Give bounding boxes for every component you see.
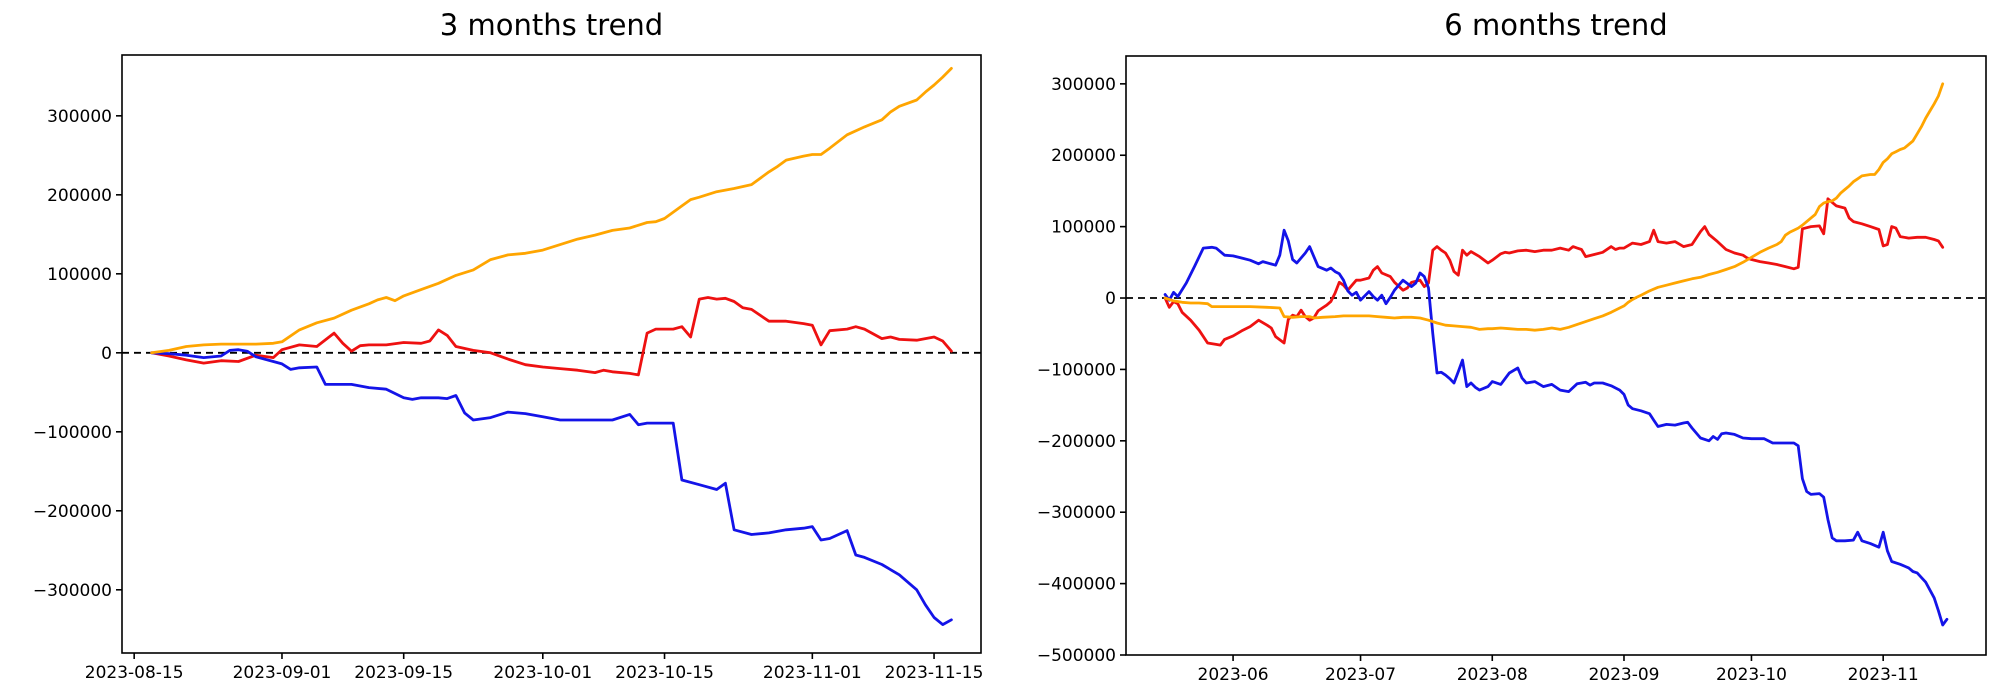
series-line-blue [150, 348, 953, 626]
x-tick-label: 2023-11-15 [885, 663, 984, 683]
y-tick-label: −300000 [33, 581, 112, 601]
y-tick-label: −400000 [1037, 575, 1116, 595]
y-tick-label: 200000 [47, 186, 112, 206]
x-tick-label: 2023-06 [1198, 665, 1269, 685]
x-tick-label: 2023-10 [1716, 665, 1787, 685]
series-line-orange [150, 67, 953, 355]
x-tick-label: 2023-10-15 [615, 663, 714, 683]
y-tick-label: 300000 [47, 107, 112, 127]
x-tick-label: 2023-09 [1588, 665, 1659, 685]
y-tick-label: 0 [101, 344, 112, 364]
y-tick-label: −200000 [33, 502, 112, 522]
series-line-red [150, 296, 953, 377]
y-tick-label: 0 [1105, 289, 1116, 309]
x-tick-label: 2023-08 [1457, 665, 1528, 685]
series-line-blue [1163, 228, 1949, 627]
chart-title-3-months: 3 months trend [439, 8, 664, 42]
x-tick-label: 2023-08-15 [85, 663, 184, 683]
chart-title-6-months: 6 months trend [1444, 8, 1668, 42]
chart-1: 300000 200000 100000 0 −100000 −200000 −300000… [1037, 55, 1987, 685]
y-tick-label: −500000 [1037, 646, 1116, 666]
axes-box [1125, 55, 1987, 656]
y-tick-label: 300000 [1051, 75, 1116, 95]
y-tick-label: −300000 [1037, 503, 1116, 523]
x-tick-label: 2023-09-15 [354, 663, 453, 683]
y-tick-label: −100000 [33, 423, 112, 443]
y-tick-label: −200000 [1037, 432, 1116, 452]
x-tick-label: 2023-11 [1848, 665, 1919, 685]
y-tick-label: 200000 [1051, 146, 1116, 166]
chart-0: 300000 200000 100000 0 −100000 −200000 −300000… [33, 54, 984, 683]
x-tick-label: 2023-11-01 [763, 663, 862, 683]
series-line-orange [1163, 82, 1945, 332]
x-tick-label: 2023-09-01 [233, 663, 332, 683]
x-tick-label: 2023-07 [1325, 665, 1396, 685]
x-tick-label: 2023-10-01 [493, 663, 592, 683]
y-tick-label: −100000 [1037, 360, 1116, 380]
axes-box [121, 54, 982, 654]
y-tick-label: 100000 [47, 265, 112, 285]
series-line-red [1163, 197, 1945, 347]
y-tick-label: 100000 [1051, 218, 1116, 238]
